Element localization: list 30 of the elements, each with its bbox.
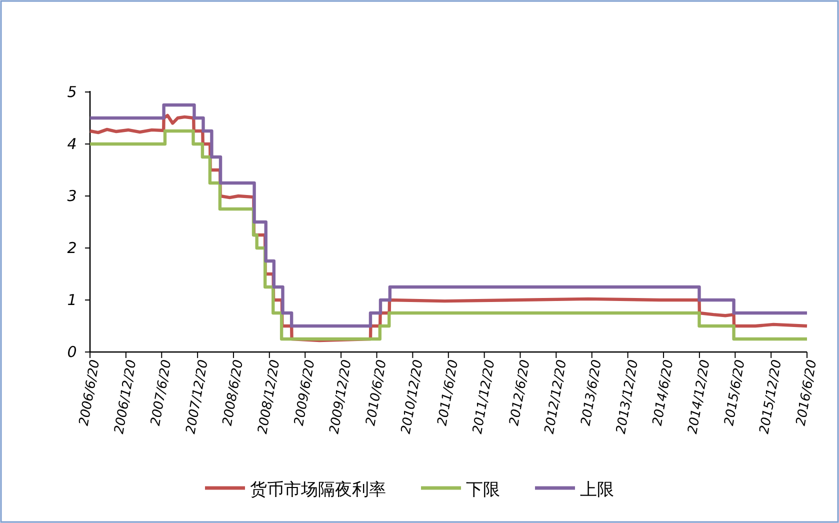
x-tick-label: 2012/12/20 xyxy=(542,358,570,436)
x-tick-label: 2009/6/20 xyxy=(292,358,318,427)
x-tick-label: 2016/6/20 xyxy=(794,358,820,427)
x-tick-label: 2012/6/20 xyxy=(507,358,534,427)
x-tick-label: 2010/12/20 xyxy=(398,358,427,436)
x-tick-label: 2014/12/20 xyxy=(686,358,714,436)
x-tick-label: 2008/12/20 xyxy=(256,358,284,436)
x-tick-label: 2013/6/20 xyxy=(578,358,606,427)
x-tick-label: 2013/12/20 xyxy=(614,358,642,436)
y-tick-label: 0 xyxy=(67,343,77,361)
x-tick-label: 2009/12/20 xyxy=(327,358,355,436)
x-tick-label: 2011/12/20 xyxy=(470,358,498,436)
x-tick-label: 2014/6/20 xyxy=(650,358,677,427)
y-tick-label: 4 xyxy=(67,135,77,153)
x-tick-label: 2008/6/20 xyxy=(220,358,247,427)
legend-label: 货币市场隔夜利率 xyxy=(250,480,386,500)
x-tick-label: 2011/6/20 xyxy=(435,358,462,427)
x-tick-label: 2015/6/20 xyxy=(722,358,748,427)
y-tick-label: 5 xyxy=(67,83,77,101)
legend-label: 下限 xyxy=(466,480,500,500)
x-tick-label: 2010/6/20 xyxy=(364,358,390,427)
x-tick-label: 2006/12/20 xyxy=(112,358,140,436)
x-tick-label: 2006/6/20 xyxy=(76,358,104,427)
x-tick-label: 2007/12/20 xyxy=(184,358,212,436)
legend-label: 上限 xyxy=(580,480,614,500)
y-tick-label: 3 xyxy=(67,187,77,205)
y-tick-label: 2 xyxy=(67,239,77,257)
x-tick-label: 2015/12/20 xyxy=(757,358,785,436)
x-tick-label: 2007/6/20 xyxy=(148,358,175,427)
y-tick-label: 1 xyxy=(67,291,77,309)
